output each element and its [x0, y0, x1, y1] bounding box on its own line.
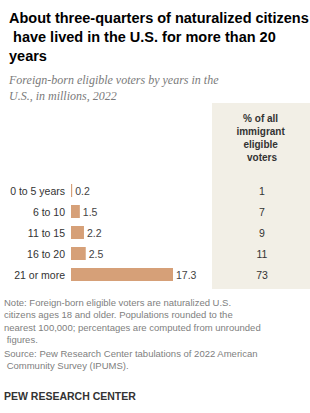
svg-text:figures.: figures. — [4, 334, 38, 345]
svg-text:have lived in the U.S. for mor: have lived in the U.S. for more than 20 — [9, 29, 280, 45]
svg-text:1: 1 — [259, 185, 265, 197]
svg-text:Note: Foreign-born eligible vo: Note: Foreign-born eligible voters are n… — [4, 297, 234, 308]
svg-text:U.S., in millions, 2022: U.S., in millions, 2022 — [9, 89, 117, 103]
svg-text:0 to 5 years: 0 to 5 years — [10, 185, 65, 197]
svg-text:PEW RESEARCH CENTER: PEW RESEARCH CENTER — [4, 390, 136, 402]
svg-text:voters: voters — [247, 152, 277, 163]
svg-text:Foreign-born eligible voters b: Foreign-born eligible voters by years in… — [8, 73, 222, 87]
svg-text:11: 11 — [257, 248, 268, 260]
svg-text:6 to 10: 6 to 10 — [33, 206, 65, 218]
svg-text:years: years — [9, 48, 47, 64]
svg-text:21 or more: 21 or more — [14, 269, 65, 281]
svg-text:About three-quarters of natura: About three-quarters of naturalized citi… — [9, 10, 309, 26]
svg-text:11 to 15: 11 to 15 — [28, 227, 65, 239]
svg-text:0.2: 0.2 — [75, 185, 90, 197]
svg-text:% of all: % of all — [243, 113, 281, 124]
svg-text:2.2: 2.2 — [87, 227, 102, 239]
svg-text:Community Survey (IPUMS).: Community Survey (IPUMS). — [4, 360, 129, 371]
svg-text:17.3: 17.3 — [176, 269, 197, 281]
svg-text:immigrant: immigrant — [236, 126, 287, 137]
svg-text:1.5: 1.5 — [83, 206, 98, 218]
svg-text:eligible: eligible — [243, 139, 280, 150]
svg-text:nearest 100,000; percentages a: nearest 100,000; percentages are compute… — [4, 322, 261, 333]
svg-text:2.5: 2.5 — [89, 248, 104, 260]
svg-text:16 to 20: 16 to 20 — [27, 248, 65, 260]
svg-text:9: 9 — [259, 227, 265, 239]
svg-text:73: 73 — [256, 269, 268, 281]
svg-text:Source: Pew Research Center ta: Source: Pew Research Center tabulations … — [4, 348, 257, 359]
svg-text:7: 7 — [259, 206, 265, 218]
svg-text:citizens ages 18 and older. Po: citizens ages 18 and older. Populations … — [4, 309, 235, 320]
